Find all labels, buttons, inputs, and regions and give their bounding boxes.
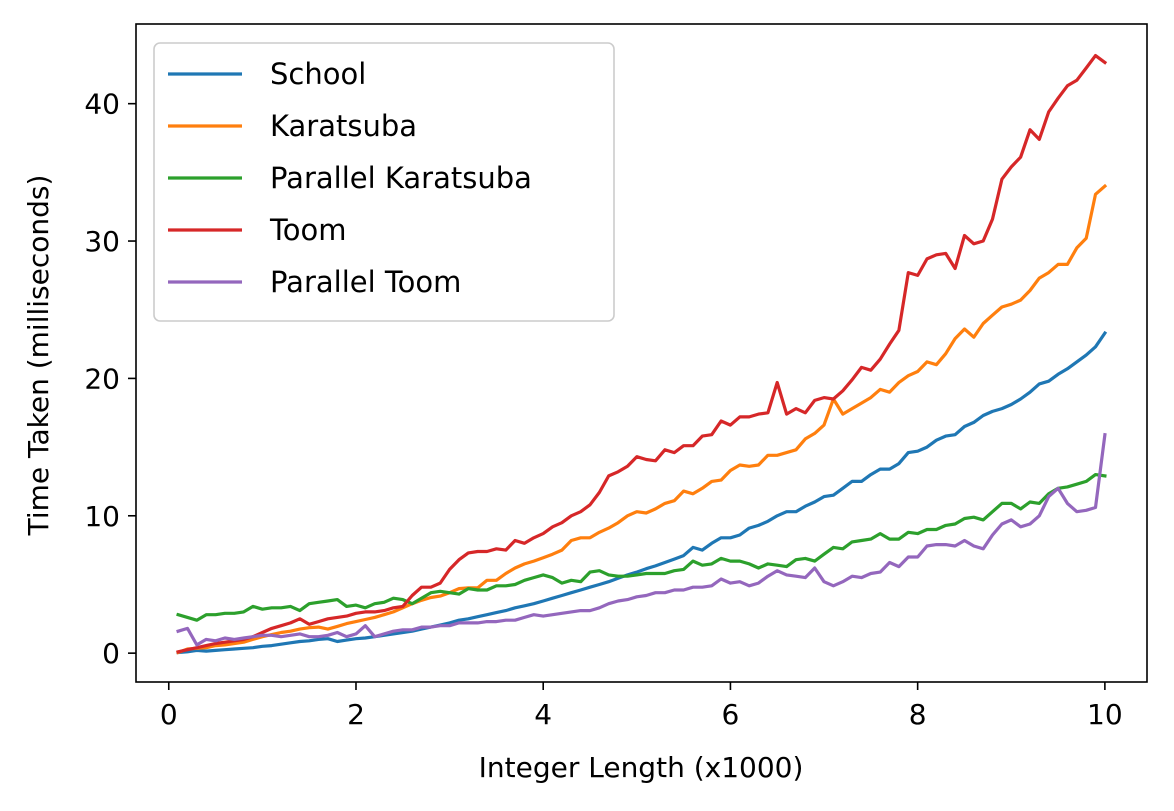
series-layer: [176, 53, 1108, 655]
x-tick-label: 10: [1087, 698, 1123, 731]
x-tick-label: 0: [160, 698, 178, 731]
y-tick-label: 20: [84, 362, 120, 395]
series-line-3: [176, 53, 1108, 654]
series-line-4: [176, 432, 1107, 647]
legend-label-1: Karatsuba: [270, 109, 417, 143]
series-line-1: [176, 183, 1108, 655]
x-axis-title: Integer Length (x1000): [479, 751, 804, 784]
x-tick-label: 4: [534, 698, 552, 731]
ticks-layer: 0 2 4 6 8 10 0 10 20 30 40: [84, 88, 1122, 731]
legend-label-0: School: [270, 57, 366, 91]
series-line-2: [176, 473, 1107, 622]
legend-label-3: Toom: [269, 213, 347, 247]
x-tick-label: 8: [909, 698, 927, 731]
x-tick-label: 6: [722, 698, 740, 731]
legend-label-4: Parallel Toom: [270, 265, 461, 299]
series-line-0: [176, 330, 1108, 655]
legend-box: [153, 42, 615, 322]
y-tick-label: 10: [84, 500, 120, 533]
y-tick-label: 30: [84, 225, 120, 258]
y-axis-title: Time Taken (milliseconds): [22, 175, 55, 537]
y-tick-label: 40: [84, 88, 120, 121]
x-tick-label: 2: [347, 698, 365, 731]
legend: School Karatsuba Parallel Karatsuba Toom Par…: [153, 42, 615, 322]
plot-frame: [135, 23, 1148, 683]
legend-label-2: Parallel Karatsuba: [270, 161, 532, 195]
y-tick-label: 0: [102, 637, 120, 670]
